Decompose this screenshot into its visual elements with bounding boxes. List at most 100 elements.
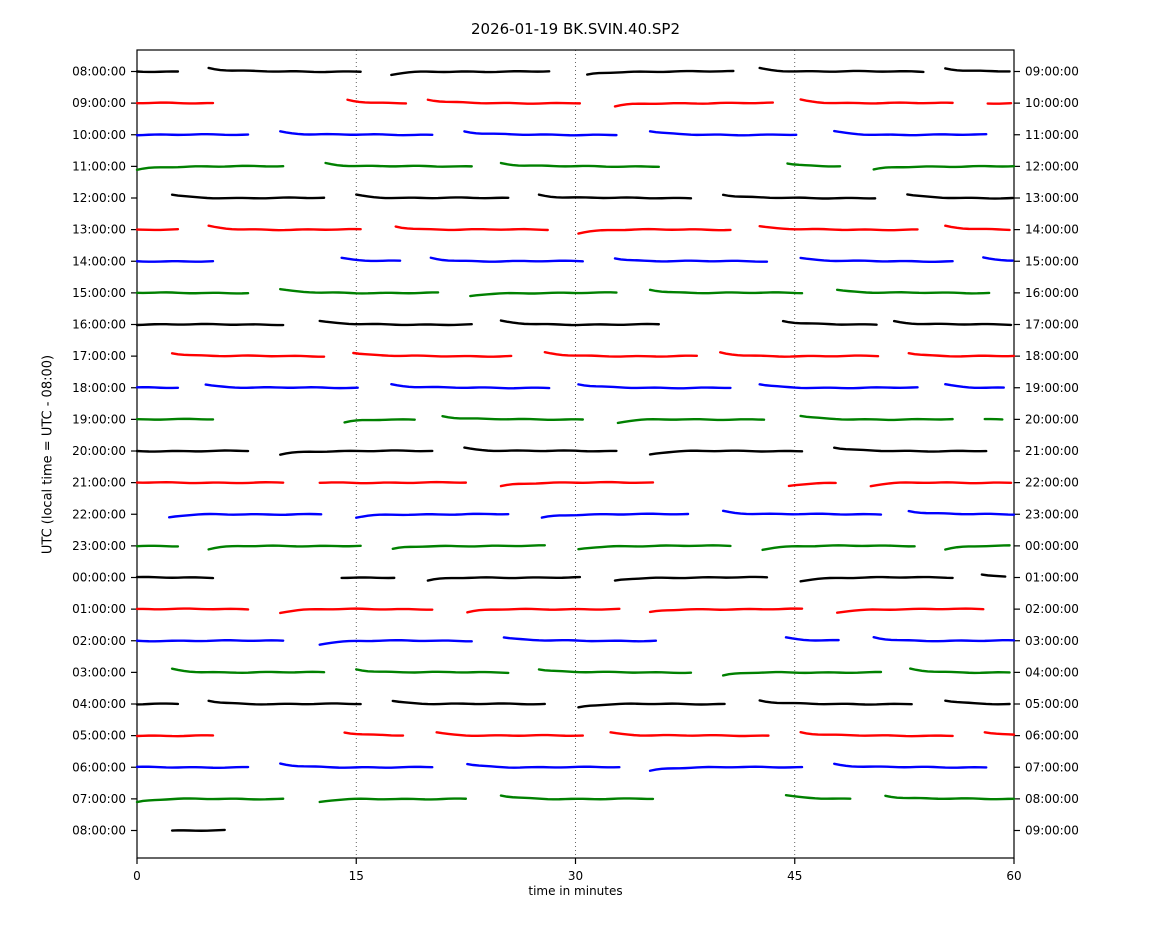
trace-segment — [391, 699, 546, 706]
trace-segment — [135, 322, 285, 327]
trace-segment — [648, 130, 798, 137]
trace-segment — [318, 480, 468, 485]
trace-segment — [907, 351, 1016, 358]
y-tick-label-left: 20:00:00 — [72, 444, 126, 458]
trace-segment — [613, 257, 769, 263]
y-tick-label-right: 08:00:00 — [1025, 792, 1079, 806]
trace-segment — [135, 227, 180, 232]
trace-segment — [721, 193, 877, 200]
trace-segment — [279, 762, 434, 769]
trace-segment — [648, 607, 804, 614]
y-tick-label-right: 18:00:00 — [1025, 349, 1079, 363]
trace-segment — [346, 98, 408, 105]
trace-segment — [135, 607, 250, 611]
y-tick-label-left: 08:00:00 — [72, 65, 126, 79]
trace-segment — [135, 101, 215, 105]
y-tick-label-right: 20:00:00 — [1025, 412, 1079, 426]
trace-segment — [135, 639, 285, 643]
trace-segment — [135, 544, 180, 548]
y-tick-label-left: 21:00:00 — [72, 476, 126, 490]
trace-segment — [207, 224, 362, 232]
trace-segment — [799, 414, 954, 422]
y-tick-label-right: 06:00:00 — [1025, 729, 1079, 743]
trace-segment — [390, 70, 551, 77]
y-axis-label: UTC (local time = UTC - 08:00) — [40, 354, 56, 555]
trace-segment — [355, 193, 510, 200]
y-tick-label-left: 04:00:00 — [72, 697, 126, 711]
trace-segment — [833, 129, 988, 137]
trace-segment — [884, 794, 1016, 801]
trace-segment — [135, 734, 215, 738]
trace-segment — [499, 319, 661, 327]
trace-segment — [463, 446, 618, 453]
trace-segment — [352, 351, 513, 358]
trace-segment — [909, 667, 1011, 675]
trace-segment — [466, 762, 621, 769]
trace-segment — [835, 288, 991, 295]
y-tick-label-left: 14:00:00 — [72, 254, 126, 268]
trace-segment — [135, 164, 285, 172]
trace-segment — [585, 69, 735, 76]
trace-segment — [648, 288, 804, 295]
trace-segment — [648, 765, 804, 772]
x-tick-label: 60 — [1006, 869, 1021, 883]
trace-segment — [135, 385, 180, 390]
y-tick-label-right: 15:00:00 — [1025, 254, 1079, 268]
trace-segment — [577, 227, 732, 235]
trace-segment — [609, 731, 770, 738]
trace-segment — [721, 509, 883, 516]
trace-segment — [799, 575, 954, 583]
trace-segment — [502, 636, 658, 643]
y-tick-label-left: 02:00:00 — [72, 634, 126, 648]
trace-segment — [784, 636, 840, 642]
trace-segment — [207, 544, 362, 551]
trace-segment — [648, 449, 804, 456]
trace-segment — [616, 417, 766, 425]
trace-segment — [944, 67, 1011, 73]
trace-segment — [786, 162, 842, 168]
y-tick-label-left: 01:00:00 — [72, 602, 126, 616]
trace-segment — [499, 480, 655, 488]
trace-segment — [167, 512, 323, 519]
y-tick-label-right: 01:00:00 — [1025, 571, 1079, 585]
trace-segment — [170, 667, 326, 674]
trace-segment — [340, 256, 402, 263]
trace-segment — [758, 225, 919, 232]
y-tick-label-left: 15:00:00 — [72, 286, 126, 300]
y-tick-label-right: 16:00:00 — [1025, 286, 1079, 300]
trace-segment — [781, 319, 878, 326]
trace-segment — [872, 164, 1016, 171]
trace-segment — [343, 731, 405, 737]
trace-segment — [135, 291, 250, 295]
trace-segment — [343, 418, 416, 424]
x-axis-label: time in minutes — [528, 884, 623, 898]
trace-segment — [799, 98, 954, 105]
y-tick-label-right: 10:00:00 — [1025, 96, 1079, 110]
trace-segment — [355, 512, 510, 519]
trace-segment — [944, 544, 1011, 551]
trace-segment — [784, 793, 852, 800]
trace-segment — [207, 699, 362, 706]
trace-segment — [391, 544, 546, 550]
y-tick-label-left: 23:00:00 — [72, 539, 126, 553]
trace-segment — [135, 132, 250, 137]
trace-segment — [907, 509, 1016, 516]
trace-segment — [758, 66, 925, 74]
trace-segment — [441, 414, 585, 422]
y-tick-label-left: 17:00:00 — [72, 349, 126, 363]
trace-segment — [906, 193, 1014, 200]
trace-segment — [318, 797, 468, 804]
trace-segment — [982, 256, 1014, 262]
trace-segment — [426, 98, 582, 105]
trace-segment — [318, 638, 473, 646]
y-tick-label-right: 14:00:00 — [1025, 223, 1079, 237]
trace-segment — [170, 193, 326, 200]
trace-segment — [540, 512, 690, 519]
trace-segment — [429, 256, 585, 263]
trace-segment — [318, 319, 473, 327]
trace-segment — [324, 161, 473, 168]
trace-segment — [390, 382, 551, 390]
y-tick-label-left: 18:00:00 — [72, 381, 126, 395]
trace-segment — [869, 481, 1013, 488]
